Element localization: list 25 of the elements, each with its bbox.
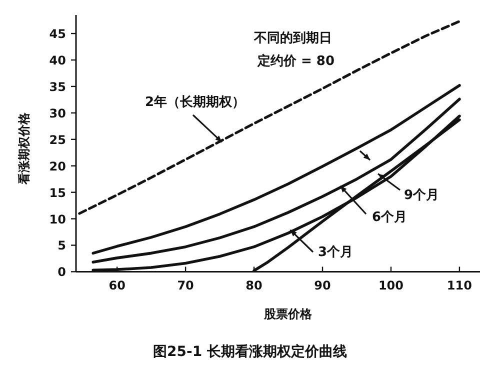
y-tick-label: 30 — [49, 106, 66, 120]
annotation: 3个月 — [318, 245, 354, 260]
y-tick-label: 35 — [49, 80, 66, 94]
annotation: 6个月 — [372, 210, 408, 225]
annotation: 2年（长期期权） — [144, 95, 246, 110]
y-tick-label: 10 — [49, 212, 66, 226]
y-tick-label: 40 — [49, 53, 66, 68]
y-tick-label: 25 — [49, 132, 66, 147]
annotation: 9个月 — [404, 188, 440, 203]
x-tick-label: 60 — [108, 278, 126, 293]
y-axis-title: 看涨期权价格 — [17, 111, 31, 186]
text: 图25-1 长期看涨期权定价曲线 — [153, 343, 347, 360]
y-tick-label: 15 — [49, 186, 66, 200]
annotation: 定约价 = 80 — [256, 53, 335, 69]
y-tick-label: 20 — [49, 159, 66, 174]
x-tick-label: 90 — [314, 278, 331, 293]
y-tick-label: 45 — [49, 27, 66, 42]
x-tick-label: 70 — [177, 278, 194, 293]
y-tick-label: 5 — [58, 238, 66, 253]
x-tick-label: 100 — [378, 278, 404, 293]
x-tick-label: 110 — [446, 278, 472, 293]
y-tick-label: 0 — [58, 265, 66, 280]
annotation: 不同的到期日 — [253, 31, 332, 46]
x-tick-label: 80 — [246, 278, 262, 293]
x-axis-title: 股票价格 — [263, 307, 313, 321]
